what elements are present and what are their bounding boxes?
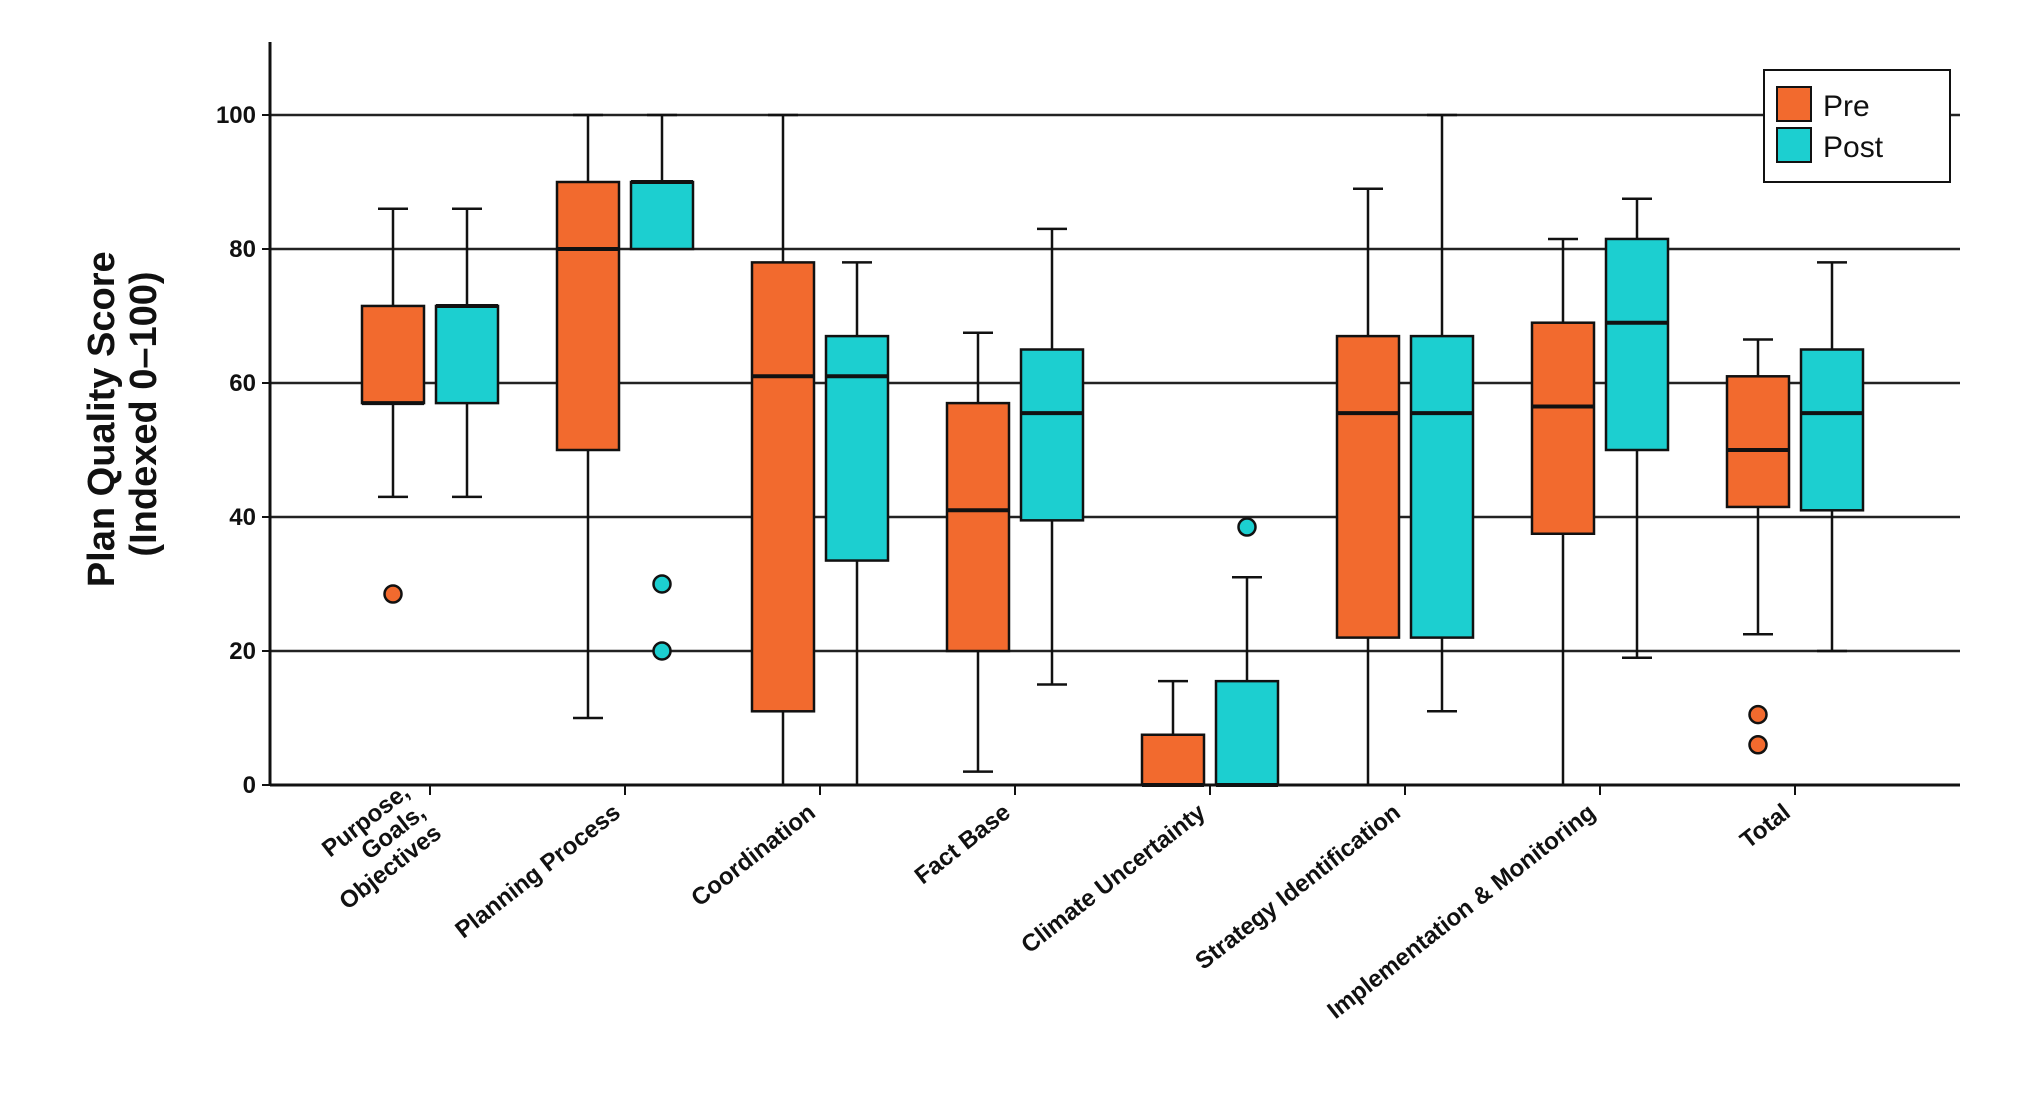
box-pre [1530, 237, 1596, 787]
box-pre [555, 113, 621, 720]
legend-swatch-post [1776, 127, 1812, 163]
iqr-box [555, 180, 621, 452]
outlier-point [1237, 517, 1257, 537]
y-tick-label: 80 [229, 236, 256, 263]
box-pre [360, 207, 426, 604]
legend: Pre Post [1763, 69, 1951, 183]
x-tick-label: Fact Base [910, 799, 1016, 890]
box-pre [1335, 187, 1401, 787]
y-axis-title-line-2: (Indexed 0–100) [123, 271, 165, 556]
x-tick-label-line: Planning Process [450, 799, 625, 944]
y-tick-label: 20 [229, 638, 256, 665]
x-tick-label: Climate Uncertainty [1016, 798, 1211, 958]
x-tick-label-line: Coordination [686, 799, 820, 912]
iqr-box [1799, 348, 1865, 512]
box-post [1799, 261, 1865, 653]
iqr-box [1725, 375, 1791, 509]
x-tick-label: Purpose,Goals,Objectives [317, 778, 447, 915]
iqr-box [434, 304, 500, 405]
iqr-box [360, 304, 426, 405]
y-tick-label: 100 [216, 102, 256, 129]
box-pre [1140, 679, 1206, 787]
outlier-point [1748, 704, 1768, 725]
iqr-box [1530, 321, 1596, 536]
outlier-point [383, 584, 403, 604]
iqr-box [945, 401, 1011, 653]
legend-swatch-pre [1776, 86, 1812, 122]
outlier-point [652, 574, 672, 594]
x-tick-label-line: Strategy Identification [1190, 799, 1405, 975]
x-tick-label-line: Climate Uncertainty [1016, 798, 1211, 958]
box-post [1604, 197, 1670, 659]
outlier-point [652, 641, 672, 661]
iqr-box [629, 180, 695, 251]
iqr-box [1604, 237, 1670, 452]
iqr-box [1335, 334, 1401, 639]
iqr-box [1214, 679, 1280, 787]
box-pre [1725, 338, 1791, 755]
y-tick-label: 0 [243, 772, 256, 799]
x-tick-labels: Purpose,Goals,Objectives Planning Process… [317, 778, 1796, 1024]
legend-label-pre: Pre [1823, 90, 1870, 123]
box-pre [750, 113, 816, 787]
iqr-box [1140, 733, 1206, 787]
box-post [1019, 227, 1085, 686]
y-axis-title-line-1: Plan Quality Score [81, 251, 123, 587]
iqr-box [1409, 334, 1475, 639]
y-tick-label: 60 [229, 370, 256, 397]
axes [268, 42, 1960, 787]
x-tick-label: Planning Process [450, 799, 625, 944]
box-post [1409, 113, 1475, 713]
box-series [360, 113, 1865, 787]
y-tick-label: 40 [229, 504, 256, 531]
series-post [434, 113, 1865, 787]
box-post [824, 261, 890, 787]
outlier-point [1748, 735, 1768, 755]
box-post [629, 113, 695, 661]
x-tick-label-line: Total [1735, 799, 1795, 854]
iqr-box [750, 261, 816, 713]
x-tick-label-line: Fact Base [910, 799, 1016, 890]
y-tick-labels: 0 20 40 60 80 100 [216, 102, 270, 799]
gridlines [270, 113, 1960, 653]
x-tick-label: Coordination [686, 799, 820, 912]
box-pre [945, 331, 1011, 773]
y-axis-title: Plan Quality Score (Indexed 0–100) [81, 241, 165, 587]
iqr-box [824, 334, 890, 562]
x-tick-label: Strategy Identification [1190, 799, 1405, 975]
iqr-box [1019, 348, 1085, 522]
legend-label-post: Post [1823, 131, 1884, 164]
box-post [434, 207, 500, 499]
x-tick-label: Total [1735, 799, 1795, 854]
series-pre [360, 113, 1791, 787]
